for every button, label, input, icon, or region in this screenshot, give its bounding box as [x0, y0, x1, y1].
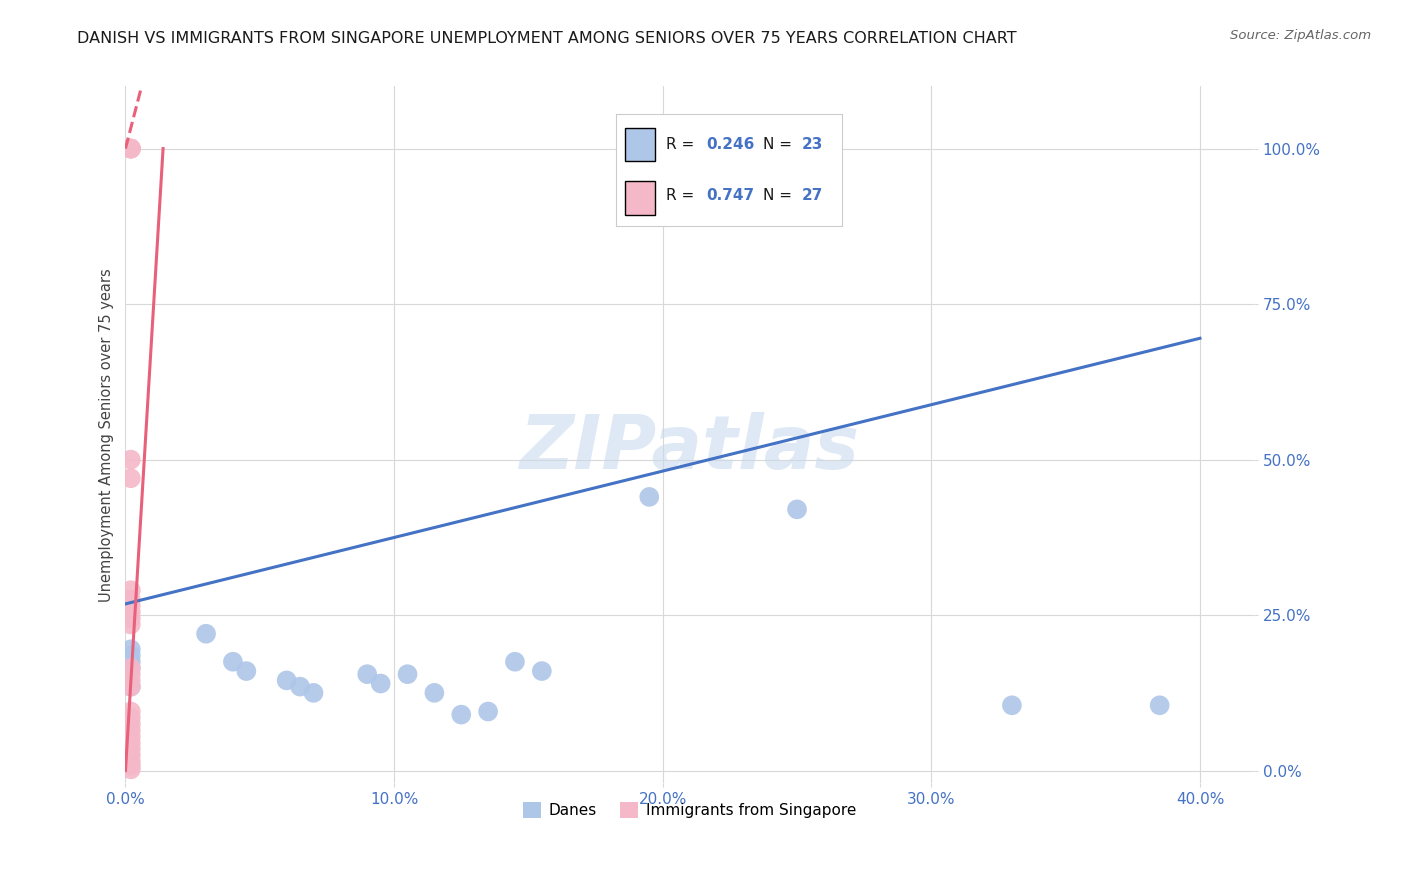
Point — [120, 736, 142, 750]
Point — [120, 599, 142, 613]
Point — [222, 655, 245, 669]
Point — [120, 471, 142, 485]
Point — [276, 673, 298, 688]
Point — [120, 723, 142, 738]
Legend: Danes, Immigrants from Singapore: Danes, Immigrants from Singapore — [517, 796, 862, 824]
Point — [302, 686, 325, 700]
Point — [638, 490, 661, 504]
Point — [423, 686, 446, 700]
Point — [120, 452, 142, 467]
Point — [503, 655, 526, 669]
Point — [120, 142, 142, 156]
Point — [120, 754, 142, 768]
Point — [120, 142, 142, 156]
Point — [530, 664, 553, 678]
Point — [120, 680, 142, 694]
Point — [120, 617, 142, 632]
Point — [120, 717, 142, 731]
Point — [370, 676, 392, 690]
Point — [120, 730, 142, 744]
Point — [477, 705, 499, 719]
Point — [235, 664, 257, 678]
Point — [120, 667, 142, 681]
Point — [120, 763, 142, 777]
Point — [120, 583, 142, 598]
Point — [450, 707, 472, 722]
Point — [120, 680, 142, 694]
Text: Source: ZipAtlas.com: Source: ZipAtlas.com — [1230, 29, 1371, 42]
Y-axis label: Unemployment Among Seniors over 75 years: Unemployment Among Seniors over 75 years — [100, 268, 114, 601]
Text: DANISH VS IMMIGRANTS FROM SINGAPORE UNEMPLOYMENT AMONG SENIORS OVER 75 YEARS COR: DANISH VS IMMIGRANTS FROM SINGAPORE UNEM… — [77, 31, 1017, 46]
Point — [195, 626, 218, 640]
Point — [120, 648, 142, 663]
Text: ZIPatlas: ZIPatlas — [520, 412, 859, 485]
Point — [288, 680, 311, 694]
Point — [120, 655, 142, 669]
Point — [120, 758, 142, 772]
Point — [120, 741, 142, 756]
Point — [120, 142, 142, 156]
Point — [120, 673, 142, 688]
Point — [120, 747, 142, 762]
Point — [356, 667, 378, 681]
Point — [1149, 698, 1171, 713]
Point — [1001, 698, 1024, 713]
Point — [120, 142, 142, 156]
Point — [120, 605, 142, 619]
Point — [120, 711, 142, 725]
Point — [120, 661, 142, 675]
Point — [786, 502, 808, 516]
Point — [396, 667, 419, 681]
Point — [120, 611, 142, 625]
Point — [120, 661, 142, 675]
Point — [120, 642, 142, 657]
Point — [120, 705, 142, 719]
Point — [120, 592, 142, 607]
